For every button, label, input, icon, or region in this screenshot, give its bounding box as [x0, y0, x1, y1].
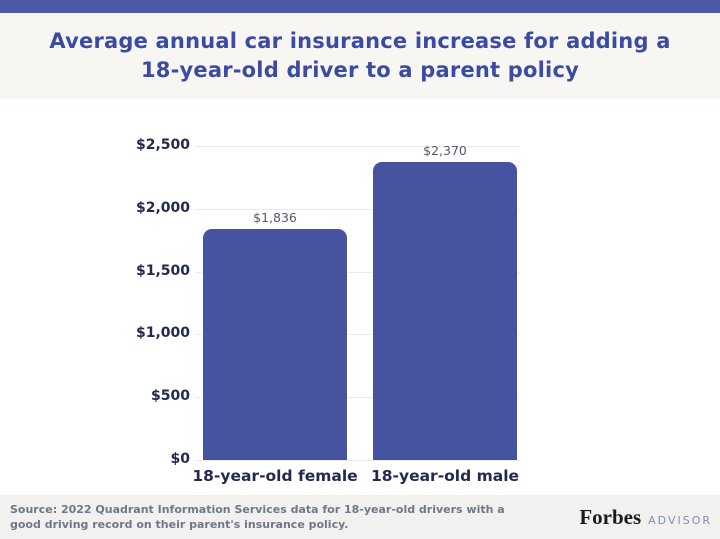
bar: [373, 162, 517, 460]
gridline: [195, 397, 520, 398]
y-tick-label: $500: [151, 388, 190, 404]
y-tick-label: $1,000: [135, 325, 190, 341]
bar-value-label: $1,836: [253, 210, 297, 225]
bar-value-label: $2,370: [423, 143, 467, 158]
forbes-advisor-logo: Forbes ADVISOR: [579, 505, 712, 530]
gridline: [195, 334, 520, 335]
page-title: Average annual car insurance increase fo…: [49, 27, 670, 85]
gridline: [195, 272, 520, 273]
gridline: [195, 146, 520, 147]
x-category-label: 18-year-old female: [192, 467, 358, 485]
page-title-line-1: Average annual car insurance increase fo…: [49, 29, 671, 53]
advisor-wordmark: ADVISOR: [648, 513, 712, 527]
page-title-line-2: 18-year-old driver to a parent policy: [140, 58, 579, 82]
y-tick-label: $2,500: [135, 137, 190, 153]
footer: Source: 2022 Quadrant Information Servic…: [0, 495, 720, 539]
bar: [203, 229, 347, 460]
y-tick-label: $0: [170, 451, 190, 467]
gridline: [195, 460, 520, 461]
top-brand-stripe: [0, 0, 720, 13]
y-tick-label: $1,500: [135, 263, 190, 279]
x-category-label: 18-year-old male: [370, 467, 520, 485]
chart-header: Average annual car insurance increase fo…: [0, 13, 720, 99]
source-note-line-1: Source: 2022 Quadrant Information Servic…: [10, 503, 505, 516]
y-tick-label: $2,000: [135, 200, 190, 216]
forbes-wordmark: Forbes: [579, 504, 642, 529]
gridline: [195, 209, 520, 210]
source-note-line-2: good driving record on their parent's in…: [10, 518, 349, 531]
source-note: Source: 2022 Quadrant Information Servic…: [10, 502, 505, 532]
bar-chart: $0 $500 $1,000 $1,500 $2,000 $2,500 $1,836 18-y…: [0, 99, 720, 495]
